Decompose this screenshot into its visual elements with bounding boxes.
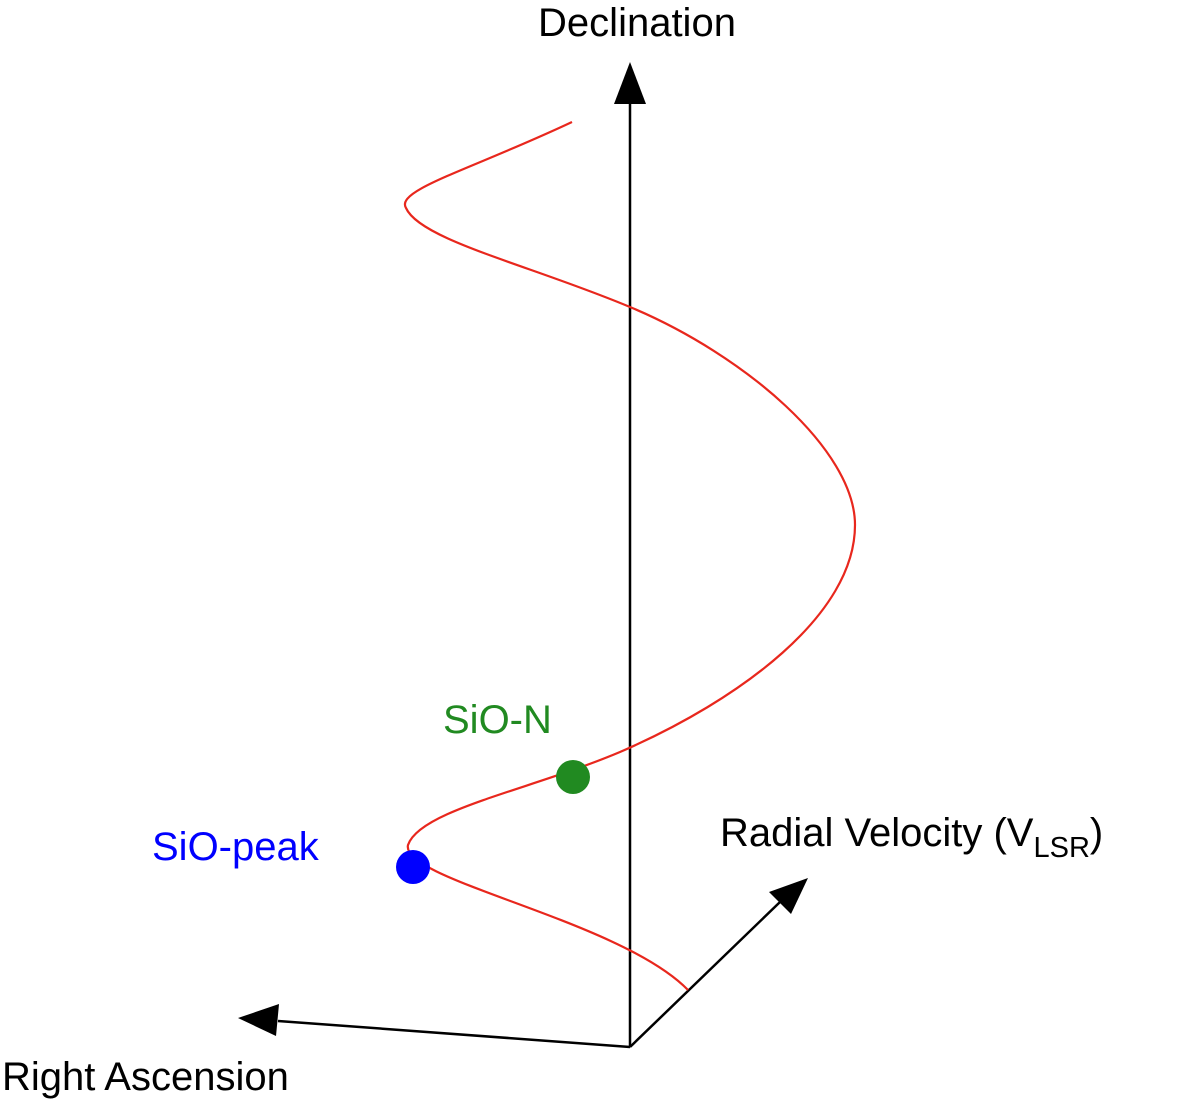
helix-curve: [403, 121, 857, 991]
sio-n-marker: [556, 760, 590, 794]
sio-peak-marker: [396, 850, 430, 884]
right-ascension-axis: [277, 1019, 631, 1049]
sio-peak-label: SiO-peak: [152, 825, 320, 869]
radial-velocity-label-close: ): [1090, 811, 1103, 855]
sio-n-label: SiO-N: [443, 698, 552, 742]
declination-arrowhead: [614, 62, 646, 104]
radial-velocity-axis: [629, 901, 781, 1048]
radial-velocity-label-subscript: LSR: [1033, 832, 1089, 864]
radial-velocity-label: Radial Velocity (VLSR): [720, 811, 1103, 864]
radial-velocity-arrowhead: [769, 878, 808, 914]
right-ascension-arrowhead: [238, 1004, 279, 1036]
declination-label: Declination: [538, 1, 736, 45]
right-ascension-label: Right Ascension: [2, 1055, 289, 1099]
radial-velocity-label-main: Radial Velocity (V: [720, 811, 1034, 855]
